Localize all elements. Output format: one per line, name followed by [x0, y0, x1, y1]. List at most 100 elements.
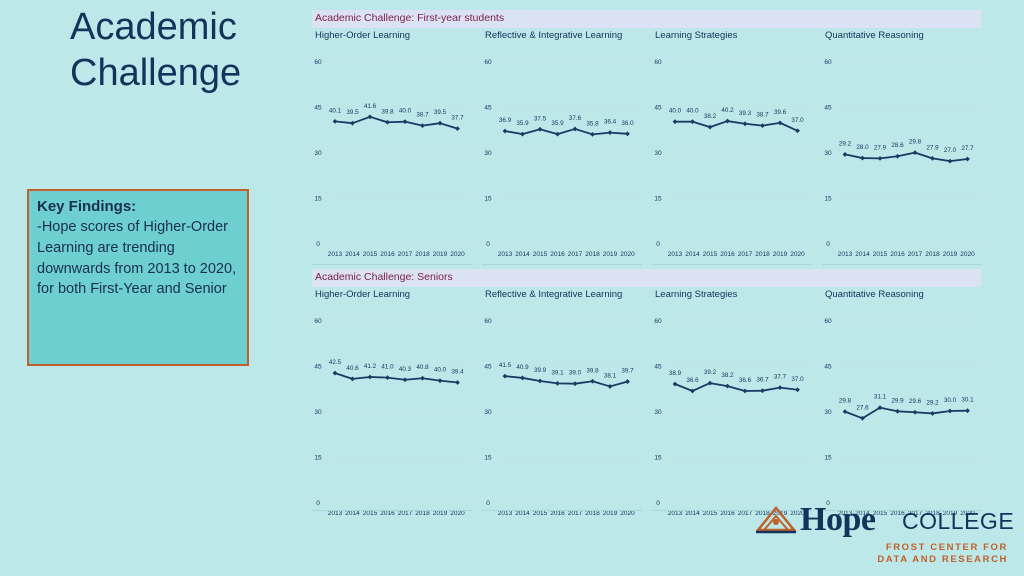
- data-label: 27.9: [926, 144, 939, 151]
- x-tick-label: 2016: [890, 510, 905, 517]
- x-tick-label: 2013: [668, 251, 683, 258]
- data-point: [520, 375, 525, 381]
- chart-title: Learning Strategies: [655, 289, 738, 300]
- data-point: [385, 375, 390, 381]
- data-point: [690, 119, 695, 125]
- chart-sr-reflective-integrative-learning: Reflective & Integrative Learning 0 15 30 4…: [482, 289, 642, 517]
- series-line: [844, 406, 968, 420]
- data-label: 39.8: [381, 108, 394, 115]
- data-point: [672, 381, 678, 387]
- data-label: 39.5: [346, 109, 359, 116]
- x-tick-label: 2020: [450, 510, 465, 517]
- y-tick-label: 15: [654, 196, 662, 203]
- x-tick-label: 2016: [720, 251, 735, 258]
- data-point: [332, 118, 338, 124]
- y-tick-label: 45: [824, 364, 832, 371]
- data-point: [420, 375, 425, 381]
- y-tick-label: 15: [314, 196, 322, 203]
- data-point: [795, 387, 800, 393]
- x-tick-label: 2019: [773, 251, 788, 258]
- y-tick-label: 30: [654, 409, 662, 416]
- data-label: 28.0: [856, 144, 869, 151]
- x-tick-label: 2020: [620, 251, 635, 258]
- chart-title: Higher-Order Learning: [315, 30, 411, 41]
- data-point: [537, 378, 543, 384]
- data-point: [572, 126, 578, 132]
- series-line: [334, 372, 458, 384]
- y-tick-label: 15: [484, 196, 492, 203]
- data-point: [402, 377, 408, 383]
- y-tick-label: 45: [314, 364, 322, 371]
- data-label: 27.0: [944, 147, 957, 154]
- panel-divider: [482, 264, 642, 265]
- data-point: [625, 379, 630, 384]
- data-point: [842, 409, 848, 415]
- section-title: Academic Challenge: First-year students: [315, 12, 505, 24]
- x-tick-label: 2017: [398, 251, 413, 258]
- y-tick-label: 45: [484, 364, 492, 371]
- data-label: 39.2: [704, 369, 717, 376]
- x-tick-label: 2017: [568, 510, 583, 517]
- data-label: 40.0: [399, 108, 412, 115]
- x-tick-label: 2017: [398, 510, 413, 517]
- data-label: 36.0: [621, 120, 634, 127]
- series-line: [674, 382, 798, 392]
- x-tick-label: 2014: [855, 510, 870, 517]
- data-label: 36.9: [499, 117, 512, 124]
- data-label: 41.6: [364, 103, 377, 110]
- x-tick-label: 2013: [838, 510, 853, 517]
- y-tick-label: 30: [824, 409, 832, 416]
- logo-subtitle-line2: DATA AND RESEARCH: [877, 554, 1008, 565]
- y-tick-label: 45: [484, 105, 492, 112]
- x-tick-label: 2015: [703, 510, 718, 517]
- data-point: [367, 374, 373, 380]
- x-tick-label: 2020: [620, 510, 635, 517]
- data-point: [777, 385, 783, 391]
- data-point: [877, 405, 883, 411]
- section-title: Academic Challenge: Seniors: [315, 271, 453, 283]
- data-point: [455, 380, 460, 385]
- x-tick-label: 2016: [890, 251, 905, 258]
- chart-title: Quantitative Reasoning: [825, 30, 924, 41]
- section-header-first-year: Academic Challenge: First-year students: [312, 10, 981, 28]
- data-label: 29.6: [909, 398, 922, 405]
- x-tick-label: 2015: [873, 510, 888, 517]
- x-tick-label: 2014: [345, 251, 360, 258]
- key-findings-heading: Key Findings:: [37, 198, 137, 215]
- y-tick-label: 0: [486, 500, 490, 507]
- y-tick-label: 60: [484, 59, 492, 66]
- data-label: 41.2: [364, 363, 377, 370]
- data-point: [625, 131, 630, 137]
- page-title: Academic Challenge: [70, 6, 242, 94]
- data-label: 39.8: [586, 367, 599, 374]
- data-point: [895, 408, 900, 414]
- data-label: 40.0: [669, 108, 682, 115]
- chart-title: Reflective & Integrative Learning: [485, 289, 623, 300]
- key-findings-box: Key Findings: -Hope scores of Higher-Ord…: [27, 189, 249, 366]
- data-point: [742, 388, 748, 394]
- data-point: [572, 381, 578, 387]
- data-label: 29.8: [839, 398, 852, 405]
- data-point: [947, 408, 953, 414]
- data-label: 35.9: [516, 120, 529, 127]
- chart-title: Higher-Order Learning: [315, 289, 411, 300]
- data-label: 36.6: [739, 377, 752, 384]
- x-tick-label: 2014: [515, 251, 530, 258]
- data-label: 40.9: [516, 364, 529, 371]
- line-chart: 0 15 30 45 60 2013 2014 2015 2016 2017 2018 2019 202…: [824, 318, 978, 517]
- logo-subtitle-line1: FROST CENTER FOR: [885, 542, 1008, 553]
- x-tick-label: 2018: [755, 510, 770, 517]
- data-label: 35.9: [551, 120, 564, 127]
- key-findings-text: -Hope scores of Higher-Order Learning ar…: [37, 219, 237, 298]
- y-tick-label: 0: [316, 500, 320, 507]
- x-tick-label: 2017: [908, 510, 923, 517]
- data-label: 38.2: [721, 372, 734, 379]
- chart-fy-higher-order-learning: Higher-Order Learning 0 15 30 45 60 2013 2014 2…: [312, 30, 472, 265]
- x-tick-label: 2013: [498, 510, 513, 517]
- y-tick-label: 15: [824, 455, 832, 462]
- y-tick-label: 30: [484, 150, 492, 157]
- x-tick-label: 2013: [328, 251, 343, 258]
- y-tick-label: 60: [824, 59, 832, 66]
- y-tick-label: 0: [826, 241, 830, 248]
- x-tick-label: 2016: [380, 251, 395, 258]
